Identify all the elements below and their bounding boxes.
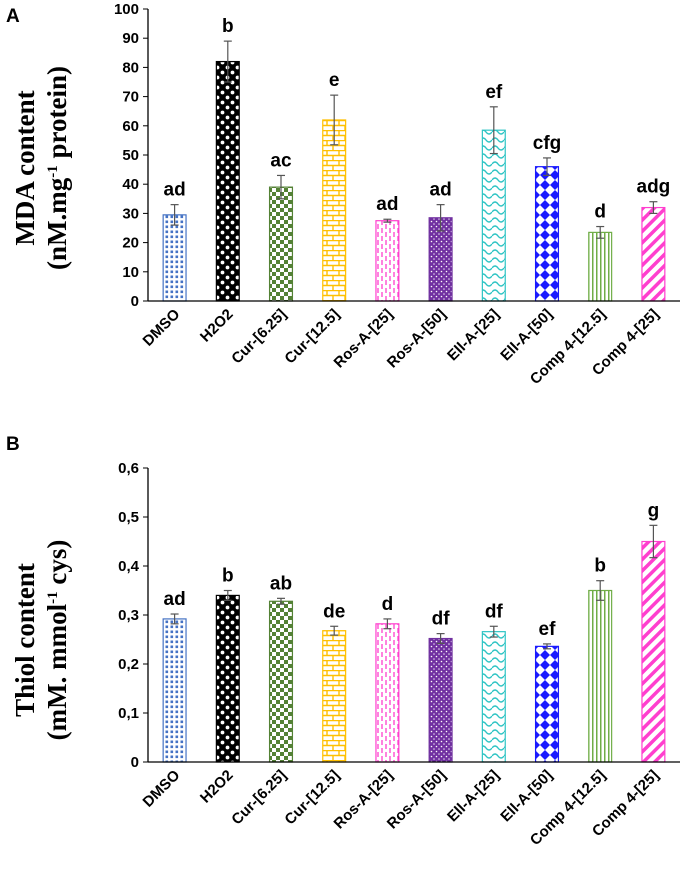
significance-letter: b <box>222 16 234 37</box>
axes-a <box>147 9 680 302</box>
significance-letter: b <box>222 566 234 587</box>
y-axis-title-a: MDA content <box>10 90 40 245</box>
x-tick-label: H2O2 <box>197 767 237 807</box>
y-axis-unit-b: (mM. mmol-1 cys) <box>42 540 72 741</box>
bar <box>268 600 294 763</box>
significance-letter: ad <box>164 589 186 610</box>
bar <box>588 589 613 763</box>
bar <box>481 129 506 302</box>
y-tick-label: 0,3 <box>118 607 139 624</box>
significance-letter: e <box>329 70 340 91</box>
x-axis-ticks-a: DMSO H2O2Cur-[6.25]Cur-[12.5]Ros-A-[25]Ro… <box>140 306 663 388</box>
x-tick-label: H2O2 <box>197 306 237 346</box>
y-tick-label: 40 <box>122 176 139 193</box>
bar <box>534 645 560 763</box>
y-tick-label: 50 <box>122 147 139 164</box>
y-axis-ticks-a: 0 10 20 30 40 50 60 70 80 90 100 <box>114 1 148 310</box>
x-tick-label: DMSO <box>140 767 184 811</box>
y-tick-label: 0,5 <box>118 509 139 526</box>
panel-label-b: B <box>6 434 20 455</box>
y-tick-label: 0,1 <box>118 705 139 722</box>
bar <box>375 220 400 302</box>
y-tick-label: 10 <box>122 264 139 281</box>
x-tick-label: Cur-[6.25] <box>228 306 290 368</box>
bar <box>268 186 294 302</box>
significance-letter: ef <box>485 82 503 103</box>
x-axis-ticks-b: DMSO H2O2Cur-[6.25]Cur-[12.5]Ros-A-[25]Ro… <box>140 767 663 849</box>
y-tick-label: 70 <box>122 89 139 106</box>
y-tick-label: 0 <box>131 754 139 771</box>
bar <box>428 637 453 763</box>
bar <box>322 119 347 302</box>
significance-letter: ac <box>270 150 292 171</box>
thiol-chart: B Thiol content (mM. mmol-1 cys) 0 0,1 0,2… <box>6 434 680 849</box>
significance-letter: b <box>594 556 606 577</box>
y-tick-label: 0,2 <box>118 656 139 673</box>
significance-letter: g <box>648 500 660 521</box>
y-axis-title-b: Thiol content <box>10 563 40 717</box>
bar <box>481 631 506 763</box>
significance-letter: df <box>485 601 504 622</box>
significance-letter: ad <box>164 180 186 201</box>
y-tick-label: 30 <box>122 205 139 222</box>
axes-b <box>147 468 680 763</box>
y-tick-label: 20 <box>122 235 139 252</box>
significance-letter: ab <box>270 573 292 594</box>
bar <box>322 630 347 763</box>
bar <box>588 231 613 302</box>
y-tick-label: 0,6 <box>118 460 139 477</box>
significance-letter: adg <box>637 177 671 198</box>
y-tick-label: 0,4 <box>118 558 140 575</box>
bar <box>641 206 666 302</box>
y-tick-label: 0 <box>131 293 139 310</box>
significance-letter: cfg <box>533 133 562 154</box>
x-tick-label: Cur-[6.25] <box>228 767 290 829</box>
y-axis-unit-a: (nM.mg-1 protein) <box>42 66 72 270</box>
y-tick-label: 80 <box>122 59 139 76</box>
x-tick-label: Ell-A-[25] <box>444 306 503 365</box>
panel-label-a: A <box>6 6 20 27</box>
bar <box>375 623 400 763</box>
bars-b: ad b ab de d df df ef b g <box>162 500 666 763</box>
bar <box>534 166 560 302</box>
bar <box>162 618 187 763</box>
bar <box>215 594 240 763</box>
significance-letter: df <box>432 609 451 630</box>
bar <box>215 60 240 302</box>
significance-letter: d <box>382 594 394 615</box>
significance-letter: ef <box>539 619 557 640</box>
y-tick-label: 100 <box>114 1 139 18</box>
y-tick-label: 90 <box>122 30 139 47</box>
x-tick-label: Ell-A-[25] <box>444 767 503 826</box>
x-tick-label: DMSO <box>140 306 184 350</box>
bars-a: ad b ac e ad ad ef cfg d adg <box>162 16 671 302</box>
significance-letter: ad <box>430 180 452 201</box>
significance-letter: d <box>594 202 606 223</box>
y-tick-label: 60 <box>122 118 139 135</box>
y-axis-ticks-b: 0 0,1 0,2 0,3 0,4 0,5 0,6 <box>118 460 148 771</box>
significance-letter: ad <box>376 194 398 215</box>
mda-chart: A MDA content (nM.mg-1 protein) 0 10 20 30 4… <box>6 1 680 388</box>
bar <box>641 540 666 763</box>
significance-letter: de <box>323 601 345 622</box>
bar <box>162 214 187 302</box>
